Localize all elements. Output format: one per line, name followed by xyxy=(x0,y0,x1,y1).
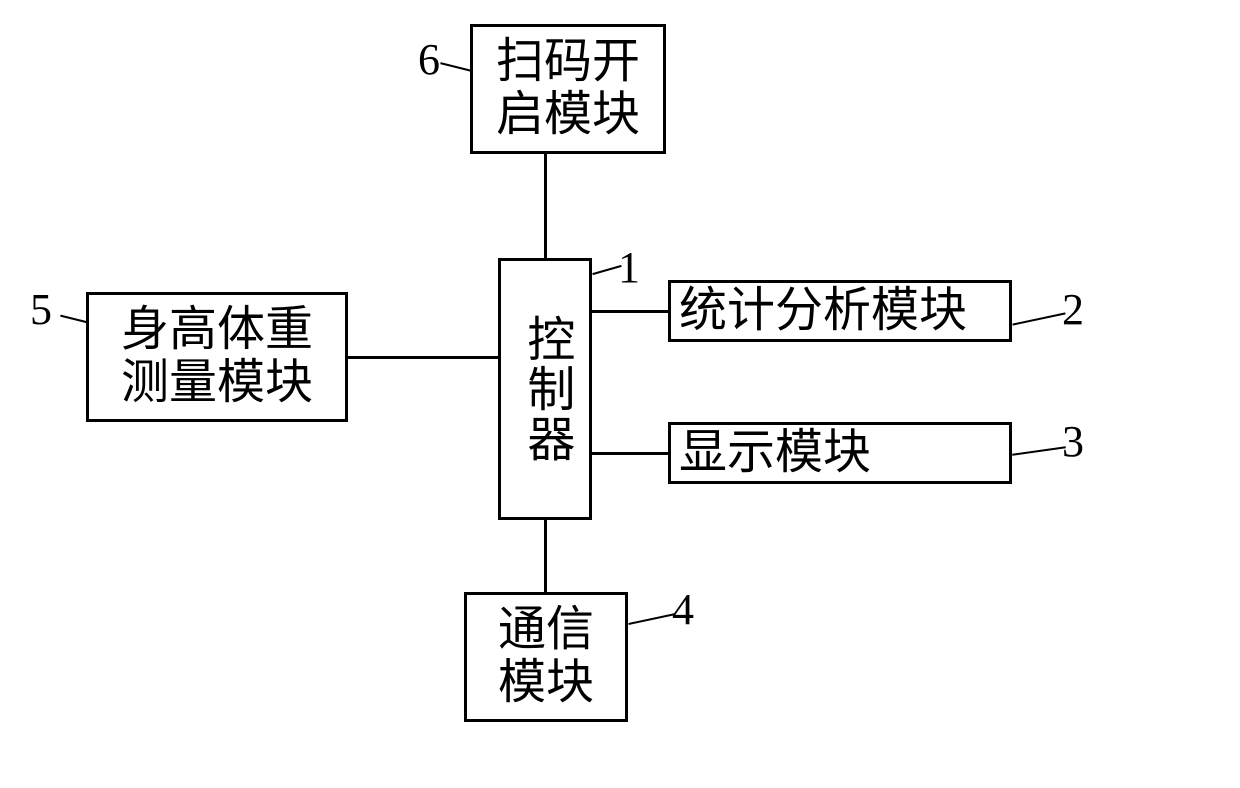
node-comm-text: 通信 模块 xyxy=(498,604,594,710)
label-6: 6 xyxy=(418,34,440,85)
leader-3 xyxy=(1012,446,1066,455)
node-comm-module: 通信 模块 xyxy=(464,592,628,722)
system-block-diagram: 扫码开 启模块 控制器 身高体重 测量模块 统计分析模块 显示模块 通信 模块 … xyxy=(0,0,1240,788)
node-scan-module: 扫码开 启模块 xyxy=(470,24,666,154)
label-5: 5 xyxy=(30,284,52,335)
edge-controller-measure xyxy=(348,356,498,359)
label-4: 4 xyxy=(672,584,694,635)
node-stats-module: 统计分析模块 xyxy=(668,280,1012,342)
leader-4 xyxy=(628,613,675,625)
label-1: 1 xyxy=(618,242,640,293)
label-3: 3 xyxy=(1062,416,1084,467)
node-measure-text: 身高体重 测量模块 xyxy=(121,304,313,410)
node-stats-text: 统计分析模块 xyxy=(679,285,967,338)
node-measure-module: 身高体重 测量模块 xyxy=(86,292,348,422)
node-controller-text: 控制器 xyxy=(519,314,572,464)
node-display-text: 显示模块 xyxy=(679,427,871,480)
leader-5 xyxy=(60,315,88,324)
node-scan-text: 扫码开 启模块 xyxy=(496,36,640,142)
label-2: 2 xyxy=(1062,284,1084,335)
node-controller: 控制器 xyxy=(498,258,592,520)
leader-6 xyxy=(440,62,472,72)
leader-2 xyxy=(1012,312,1065,325)
edge-controller-display xyxy=(592,452,668,455)
edge-controller-stats xyxy=(592,310,668,313)
edge-controller-comm xyxy=(544,520,547,592)
node-display-module: 显示模块 xyxy=(668,422,1012,484)
edge-controller-scan xyxy=(544,154,547,258)
